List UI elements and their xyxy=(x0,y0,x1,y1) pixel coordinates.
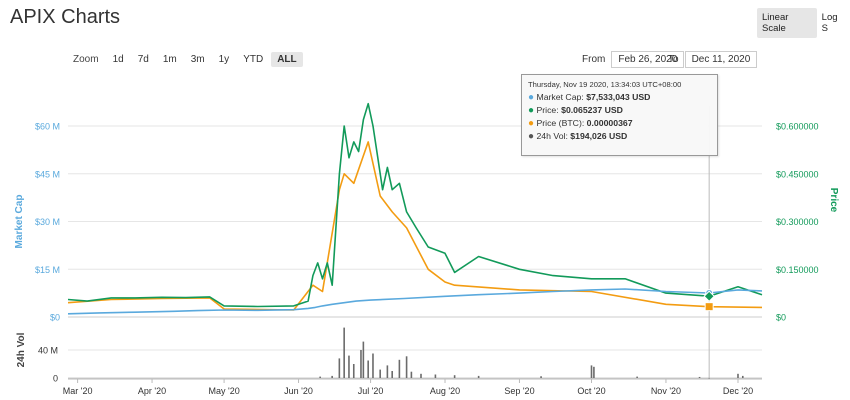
from-date-input[interactable]: Feb 26, 2020 xyxy=(611,51,685,68)
zoom-7d-button[interactable]: 7d xyxy=(137,54,149,65)
zoom-bar: Zoom 1d 7d 1m 3m 1y YTD ALL xyxy=(73,52,305,67)
y-right-tick-label: $0.450000 xyxy=(776,169,819,179)
x-tick-label: Oct '20 xyxy=(577,386,605,396)
range-from: From Feb 26, 2020 xyxy=(582,51,685,68)
from-label: From xyxy=(582,54,606,65)
range-to: To Dec 11, 2020 xyxy=(668,51,758,68)
market-cap-dot-icon: ● xyxy=(528,92,535,103)
zoom-1y-button[interactable]: 1y xyxy=(218,54,230,65)
tooltip-price-value: $0.065237 USD xyxy=(561,105,623,115)
x-tick-label: May '20 xyxy=(208,386,239,396)
zoom-all-button[interactable]: ALL xyxy=(271,52,303,67)
log-scale-button[interactable]: Log S xyxy=(821,12,838,34)
volume-bar xyxy=(360,350,362,378)
y-volume-axis-title: 24h Vol xyxy=(16,332,27,367)
y-volume-tick-label: 0 xyxy=(53,374,58,384)
scale-toggle: Linear Scale Log S xyxy=(757,8,850,38)
x-tick-label: Jun '20 xyxy=(284,386,313,396)
tooltip-price-btc-label: Price (BTC): xyxy=(536,118,585,128)
volume-bar xyxy=(343,327,345,378)
volume-bar xyxy=(453,375,456,378)
zoom-ytd-button[interactable]: YTD xyxy=(243,54,264,65)
y-volume-tick-label: 40 M xyxy=(38,346,58,356)
tooltip-row-volume: ● 24h Vol: $194,026 USD xyxy=(528,131,711,142)
tooltip-market-cap-label: Market Cap: xyxy=(536,92,584,102)
volume-bar xyxy=(331,375,333,378)
volume-bar xyxy=(636,376,638,378)
series-line-market-cap xyxy=(67,288,763,315)
page-title: APIX Charts xyxy=(10,6,121,28)
y-right-tick-label: $0 xyxy=(776,313,786,323)
tooltip-row-market-cap: ● Market Cap: $7,533,043 USD xyxy=(528,92,711,103)
volume-dot-icon: ● xyxy=(528,131,535,142)
tooltip-market-cap-value: $7,533,043 USD xyxy=(586,92,651,102)
zoom-1d-button[interactable]: 1d xyxy=(112,54,124,65)
tooltip-timestamp: Thursday, Nov 19 2020, 13:34:03 UTC+08:0… xyxy=(528,80,682,89)
series-line-price-btc xyxy=(67,141,763,311)
y-right-tick-label: $0.600000 xyxy=(776,122,819,132)
volume-bar xyxy=(741,375,744,378)
zoom-1m-button[interactable]: 1m xyxy=(162,54,177,65)
y-left-tick-label: $45 M xyxy=(35,169,60,179)
volume-bar xyxy=(352,364,355,378)
x-tick-label: Jul '20 xyxy=(358,386,384,396)
price-btc-dot-icon: ● xyxy=(528,118,535,129)
y-left-axis-title: Market Cap xyxy=(14,195,25,249)
volume-bar xyxy=(362,341,365,378)
y-right-tick-label: $0.150000 xyxy=(776,265,819,275)
volume-bar xyxy=(398,359,401,378)
tooltip-row-price: ● Price: $0.065237 USD xyxy=(528,105,711,116)
y-right-axis-title: Price xyxy=(828,188,839,213)
series-line-price xyxy=(67,102,763,308)
volume-bar xyxy=(372,353,374,378)
volume-bar xyxy=(593,366,595,378)
tooltip-price-btc-value: 0.00000367 xyxy=(586,118,633,128)
zoom-label: Zoom xyxy=(73,54,99,65)
crosshair-marker-price xyxy=(703,290,715,302)
x-tick-label: Nov '20 xyxy=(651,386,681,396)
volume-bar xyxy=(540,376,542,378)
volume-bar xyxy=(698,376,701,378)
volume-bar xyxy=(348,355,350,378)
to-label: To xyxy=(668,54,679,65)
x-tick-label: Aug '20 xyxy=(430,386,460,396)
price-dot-icon: ● xyxy=(528,105,535,116)
to-date-input[interactable]: Dec 11, 2020 xyxy=(684,51,758,68)
tooltip-volume-label: 24h Vol: xyxy=(536,131,568,141)
volume-bar xyxy=(405,356,408,378)
volume-bar xyxy=(379,369,381,378)
volume-bar xyxy=(319,376,321,378)
tooltip-price-label: Price: xyxy=(536,105,559,115)
x-tick-label: Mar '20 xyxy=(63,386,93,396)
y-right-tick-label: $0.300000 xyxy=(776,217,819,227)
zoom-3m-button[interactable]: 3m xyxy=(190,54,205,65)
x-tick-label: Dec '20 xyxy=(723,386,753,396)
volume-bar xyxy=(434,374,437,378)
volume-bar xyxy=(590,365,593,378)
volume-bar xyxy=(420,373,422,378)
y-left-tick-label: $0 xyxy=(50,313,60,323)
volume-bar xyxy=(708,377,710,379)
x-tick-label: Apr '20 xyxy=(138,386,166,396)
y-left-tick-label: $15 M xyxy=(35,265,60,275)
volume-bar xyxy=(737,373,739,378)
tooltip-row-price-btc: ● Price (BTC): 0.00000367 xyxy=(528,118,711,129)
x-tick-label: Sep '20 xyxy=(504,386,534,396)
linear-scale-button[interactable]: Linear Scale xyxy=(757,8,817,38)
volume-bar xyxy=(386,365,389,378)
chart-tooltip: Thursday, Nov 19 2020, 13:34:03 UTC+08:0… xyxy=(521,74,718,156)
tooltip-volume-value: $194,026 USD xyxy=(570,131,628,141)
volume-bar xyxy=(477,375,480,378)
y-left-tick-label: $60 M xyxy=(35,122,60,132)
volume-bar xyxy=(391,371,393,378)
volume-bar xyxy=(410,371,413,378)
y-left-tick-label: $30 M xyxy=(35,217,60,227)
volume-bar xyxy=(367,360,369,378)
crosshair-marker-price-btc xyxy=(704,302,714,312)
volume-bar xyxy=(338,358,341,378)
